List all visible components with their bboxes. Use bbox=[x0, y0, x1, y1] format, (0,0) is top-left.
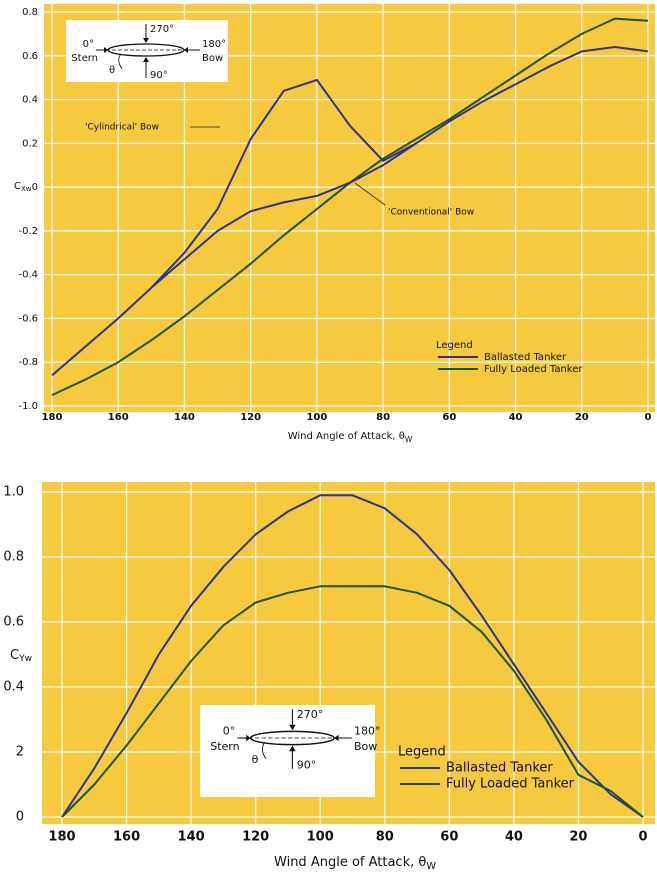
legend-label: Ballasted Tanker bbox=[484, 352, 567, 363]
inset-diagram: 270° 0° Stern 180° Bow θ 90° bbox=[210, 708, 380, 772]
y-tick-label: 0 bbox=[16, 810, 24, 825]
series-line bbox=[61, 494, 644, 818]
x-axis-label-main: Wind Angle of Attack, θ bbox=[274, 855, 426, 870]
inset-arrowhead bbox=[334, 734, 339, 742]
y-tick-label: 0.6 bbox=[3, 615, 24, 630]
y-axis-label-sub: Xw bbox=[21, 185, 32, 193]
inset-arrowhead bbox=[104, 47, 108, 53]
x-tick-label: 100 bbox=[306, 412, 327, 423]
y-tick-label: 1.0 bbox=[3, 485, 24, 500]
x-axis-label: Wind Angle of Attack, θW bbox=[274, 855, 436, 873]
x-axis-label-main: Wind Angle of Attack, θ bbox=[288, 431, 405, 442]
chart: 0.8 0.6 0.4 0.2 0 -0.2 -0.4 -0.6 -0.8 -1.0 180 160 1… bbox=[14, 4, 655, 444]
inset-label: 180° bbox=[354, 724, 381, 737]
x-tick-label: 100 bbox=[307, 830, 334, 845]
x-axis-label-sub: W bbox=[426, 861, 436, 872]
x-tick-label: 20 bbox=[575, 412, 589, 423]
y-tick-label: 0 bbox=[32, 182, 38, 193]
inset-label: Stern bbox=[71, 53, 98, 64]
inset-label: 270° bbox=[150, 24, 174, 35]
y-tick-label: 0.6 bbox=[22, 51, 38, 62]
legend-title: Legend bbox=[398, 745, 446, 760]
annotation: 'Conventional' Bow bbox=[388, 208, 474, 218]
inset-arrowhead bbox=[143, 38, 149, 43]
y-tick-label: -0.2 bbox=[18, 226, 38, 237]
y-axis-label-main: C bbox=[10, 648, 19, 663]
inset-arrowhead bbox=[246, 734, 251, 742]
inset-diagram: 270° 0° Stern 180° Bow θ 90° bbox=[71, 24, 226, 81]
inset-label: Stern bbox=[210, 740, 239, 753]
y-tick-label: 2 bbox=[16, 745, 24, 760]
inset-label: 0° bbox=[83, 39, 94, 50]
x-tick-label: 60 bbox=[442, 412, 456, 423]
inset-label: 180° bbox=[202, 39, 226, 50]
y-tick-label: -1.0 bbox=[18, 401, 38, 412]
x-tick-label: 60 bbox=[440, 830, 458, 845]
legend-label: Ballasted Tanker bbox=[446, 761, 553, 776]
annotation: 'Cylindrical' Bow bbox=[85, 123, 159, 133]
series-line bbox=[150, 142, 417, 289]
x-axis-label: Wind Angle of Attack, θW bbox=[288, 431, 413, 444]
inset-label: θ bbox=[109, 65, 115, 76]
inset-angle-arc bbox=[118, 53, 123, 70]
x-tick-label: 120 bbox=[240, 412, 261, 423]
inset-angle-arc bbox=[261, 742, 267, 760]
x-tick-label: 20 bbox=[569, 830, 587, 845]
x-tick-label: 180 bbox=[48, 830, 75, 845]
inset-label: θ bbox=[252, 753, 259, 766]
x-tick-label: 180 bbox=[42, 412, 63, 423]
x-tick-label: 120 bbox=[242, 830, 269, 845]
legend-title: Legend bbox=[436, 340, 473, 351]
x-tick-label: 40 bbox=[505, 830, 523, 845]
x-tick-label: 0 bbox=[645, 412, 652, 423]
x-tick-label: 80 bbox=[376, 830, 394, 845]
series-line bbox=[61, 585, 644, 818]
legend-label: Fully Loaded Tanker bbox=[446, 777, 575, 792]
y-tick-label: 0.4 bbox=[22, 95, 38, 106]
inset-label: Bow bbox=[202, 53, 223, 64]
y-tick-label: 0.2 bbox=[22, 138, 38, 149]
y-axis-label: CYw bbox=[10, 648, 33, 664]
x-tick-label: 160 bbox=[108, 412, 129, 423]
inset-arrowhead bbox=[143, 57, 149, 62]
annotation-leader bbox=[354, 182, 386, 206]
inset-label: 90° bbox=[297, 759, 317, 772]
y-axis-label: CXw bbox=[14, 181, 32, 193]
inset-arrowhead bbox=[289, 745, 296, 752]
legend-label: Fully Loaded Tanker bbox=[484, 364, 583, 375]
y-tick-label: 0.8 bbox=[22, 7, 38, 18]
x-tick-label: 140 bbox=[174, 412, 195, 423]
inset-label: 0° bbox=[223, 724, 236, 737]
x-axis-label-sub: W bbox=[405, 435, 413, 444]
inset-label: Bow bbox=[354, 740, 377, 753]
x-tick-label: 40 bbox=[509, 412, 523, 423]
y-axis-label-sub: Yw bbox=[18, 654, 33, 664]
y-tick-label: -0.6 bbox=[18, 313, 38, 324]
y-tick-label: 0.4 bbox=[3, 680, 24, 695]
y-tick-label: -0.4 bbox=[18, 270, 38, 281]
x-tick-label: 140 bbox=[178, 830, 205, 845]
x-tick-label: 80 bbox=[376, 412, 390, 423]
inset-box bbox=[200, 705, 375, 797]
inset-label: 270° bbox=[297, 708, 324, 721]
inset-arrowhead bbox=[289, 724, 296, 731]
x-tick-label: 0 bbox=[638, 830, 647, 845]
x-tick-label: 160 bbox=[113, 830, 140, 845]
y-axis-label-main: C bbox=[14, 181, 21, 192]
inset-label: 90° bbox=[150, 70, 168, 81]
y-tick-label: -0.8 bbox=[18, 357, 38, 368]
inset-arrowhead bbox=[184, 47, 188, 53]
y-tick-label: 0.8 bbox=[3, 550, 24, 565]
